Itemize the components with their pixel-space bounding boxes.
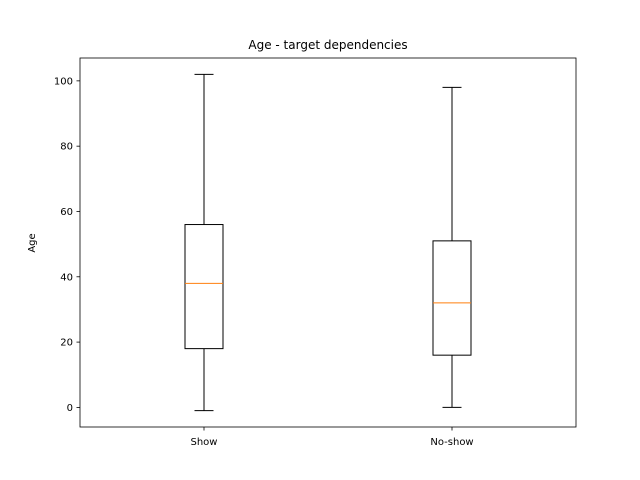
y-axis-label: Age (27, 233, 38, 252)
y-tick-label: 100 (54, 76, 73, 87)
x-tick-label: No-show (430, 437, 473, 448)
y-tick-label: 0 (67, 403, 73, 414)
plot-frame (79, 57, 577, 428)
plot-area: 0 20 40 60 80 100 Show No-show (54, 57, 577, 448)
iqr-box (432, 240, 472, 356)
x-tick-label: Show (191, 437, 218, 448)
y-tick-label: 40 (60, 272, 73, 283)
iqr-box (184, 224, 224, 350)
chart-title: Age - target dependencies (248, 38, 407, 52)
y-tick-label: 80 (60, 142, 73, 153)
y-tick-label: 20 (60, 338, 73, 349)
y-tick-label: 60 (60, 207, 73, 218)
